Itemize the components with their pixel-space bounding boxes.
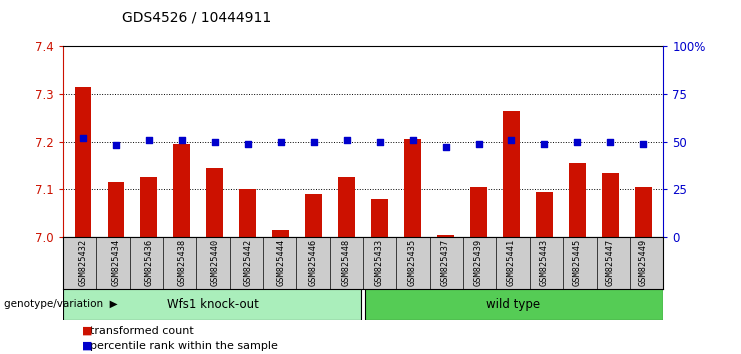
Bar xyxy=(536,192,553,237)
Text: GSM825443: GSM825443 xyxy=(540,239,549,286)
Text: GSM825433: GSM825433 xyxy=(375,239,384,286)
Point xyxy=(505,137,517,143)
Text: GSM825442: GSM825442 xyxy=(243,239,252,286)
Bar xyxy=(207,168,223,237)
Bar xyxy=(569,163,585,237)
Point xyxy=(637,141,649,146)
Text: GSM825436: GSM825436 xyxy=(144,239,153,286)
Bar xyxy=(141,177,157,237)
Text: Wfs1 knock-out: Wfs1 knock-out xyxy=(167,298,259,311)
Point xyxy=(242,141,253,146)
Text: GSM825449: GSM825449 xyxy=(639,239,648,286)
Point xyxy=(77,135,89,141)
Bar xyxy=(107,182,124,237)
Text: GSM825447: GSM825447 xyxy=(606,239,615,286)
Point xyxy=(209,139,221,144)
Bar xyxy=(173,144,190,237)
Text: GSM825435: GSM825435 xyxy=(408,239,417,286)
Bar xyxy=(239,189,256,237)
Bar xyxy=(602,173,619,237)
Text: GSM825448: GSM825448 xyxy=(342,239,351,286)
Text: GSM825437: GSM825437 xyxy=(441,239,450,286)
Point xyxy=(373,139,385,144)
Bar xyxy=(305,194,322,237)
Bar xyxy=(503,110,519,237)
Text: ■: ■ xyxy=(82,326,92,336)
Text: GSM825445: GSM825445 xyxy=(573,239,582,286)
Point xyxy=(571,139,583,144)
Point xyxy=(539,141,551,146)
Bar xyxy=(635,187,651,237)
Text: GSM825438: GSM825438 xyxy=(177,239,186,286)
Text: transformed count: transformed count xyxy=(90,326,194,336)
Text: GDS4526 / 10444911: GDS4526 / 10444911 xyxy=(122,11,271,25)
Text: percentile rank within the sample: percentile rank within the sample xyxy=(90,341,279,351)
Bar xyxy=(471,187,487,237)
Bar xyxy=(273,230,289,237)
Bar xyxy=(437,235,453,237)
Text: GSM825440: GSM825440 xyxy=(210,239,219,286)
Text: GSM825432: GSM825432 xyxy=(79,239,87,286)
Bar xyxy=(339,177,355,237)
Bar xyxy=(371,199,388,237)
Point xyxy=(275,139,287,144)
Text: GSM825444: GSM825444 xyxy=(276,239,285,286)
Point xyxy=(176,137,187,143)
Text: GSM825441: GSM825441 xyxy=(507,239,516,286)
Bar xyxy=(405,139,421,237)
Text: GSM825446: GSM825446 xyxy=(309,239,318,286)
Bar xyxy=(63,289,362,320)
Point xyxy=(143,137,155,143)
Text: wild type: wild type xyxy=(486,298,540,311)
Bar xyxy=(75,87,91,237)
Point xyxy=(341,137,353,143)
Text: GSM825439: GSM825439 xyxy=(474,239,483,286)
Point xyxy=(439,144,451,150)
Point xyxy=(308,139,319,144)
Point xyxy=(605,139,617,144)
Text: GSM825434: GSM825434 xyxy=(111,239,120,286)
Point xyxy=(473,141,485,146)
Point xyxy=(110,143,122,148)
Bar xyxy=(365,289,663,320)
Text: genotype/variation  ▶: genotype/variation ▶ xyxy=(4,299,117,309)
Text: ■: ■ xyxy=(82,341,92,351)
Point xyxy=(407,137,419,143)
